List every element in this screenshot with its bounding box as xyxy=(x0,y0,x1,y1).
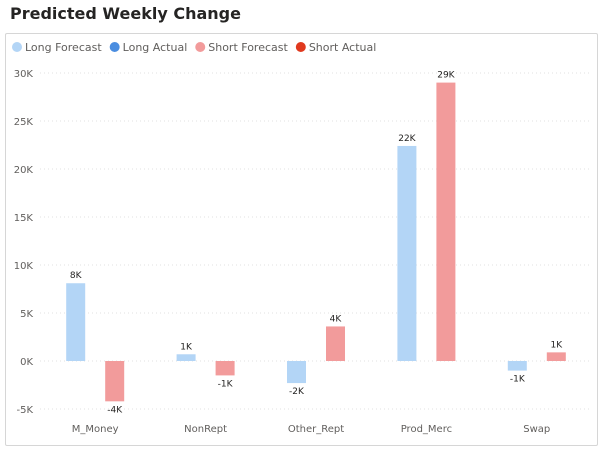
x-tick-label-3: Prod_Merc xyxy=(401,424,452,435)
data-label-1-3: 29K xyxy=(437,71,455,81)
legend-label-1: Long Actual xyxy=(123,41,188,54)
bar-long-forecast-2 xyxy=(287,361,306,384)
x-tick-label-4: Swap xyxy=(523,424,550,435)
data-label-0-3: 22K xyxy=(398,134,416,144)
bar-short-forecast-2 xyxy=(326,326,345,361)
bar-short-forecast-4 xyxy=(546,352,566,361)
bar-short-forecast-1 xyxy=(215,361,235,376)
y-tick-label-2: 5K xyxy=(20,309,33,320)
data-label-0-1: 1K xyxy=(180,342,193,352)
data-label-0-2: -2K xyxy=(289,387,305,397)
data-label-0-0: 8K xyxy=(70,271,83,281)
x-tick-label-0: M_Money xyxy=(72,424,119,435)
bar-short-forecast-0 xyxy=(105,361,125,402)
y-tick-label-0: -5K xyxy=(16,405,33,416)
y-tick-label-6: 25K xyxy=(14,117,34,128)
bar-long-forecast-4 xyxy=(507,361,527,371)
legend-marker-3 xyxy=(295,42,306,52)
legend-label-2: Short Forecast xyxy=(208,41,288,54)
legend-marker-2 xyxy=(195,42,206,52)
y-tick-label-1: 0K xyxy=(20,357,33,368)
data-label-1-2: 4K xyxy=(330,314,343,324)
x-tick-label-2: Other_Rept xyxy=(288,424,344,435)
y-tick-label-4: 15K xyxy=(14,213,34,224)
bar-short-forecast-3 xyxy=(436,82,456,361)
y-tick-label-5: 20K xyxy=(14,165,34,176)
legend-marker-1 xyxy=(109,42,120,52)
y-tick-label-7: 30K xyxy=(14,69,34,80)
bar-long-forecast-0 xyxy=(66,283,86,361)
data-label-0-4: -1K xyxy=(510,375,526,385)
legend-marker-0 xyxy=(12,42,22,52)
data-label-1-0: -4K xyxy=(107,405,123,415)
legend-label-0: Long Forecast xyxy=(25,41,102,54)
bar-long-forecast-3 xyxy=(397,145,417,361)
x-tick-label-1: NonRept xyxy=(184,424,227,435)
chart-title: Predicted Weekly Change xyxy=(10,4,241,23)
data-label-1-1: -1K xyxy=(218,379,234,389)
y-tick-label-3: 10K xyxy=(14,261,34,272)
legend-label-3: Short Actual xyxy=(309,41,376,54)
data-label-1-4: 1K xyxy=(550,340,563,350)
bar-long-forecast-1 xyxy=(176,354,196,361)
